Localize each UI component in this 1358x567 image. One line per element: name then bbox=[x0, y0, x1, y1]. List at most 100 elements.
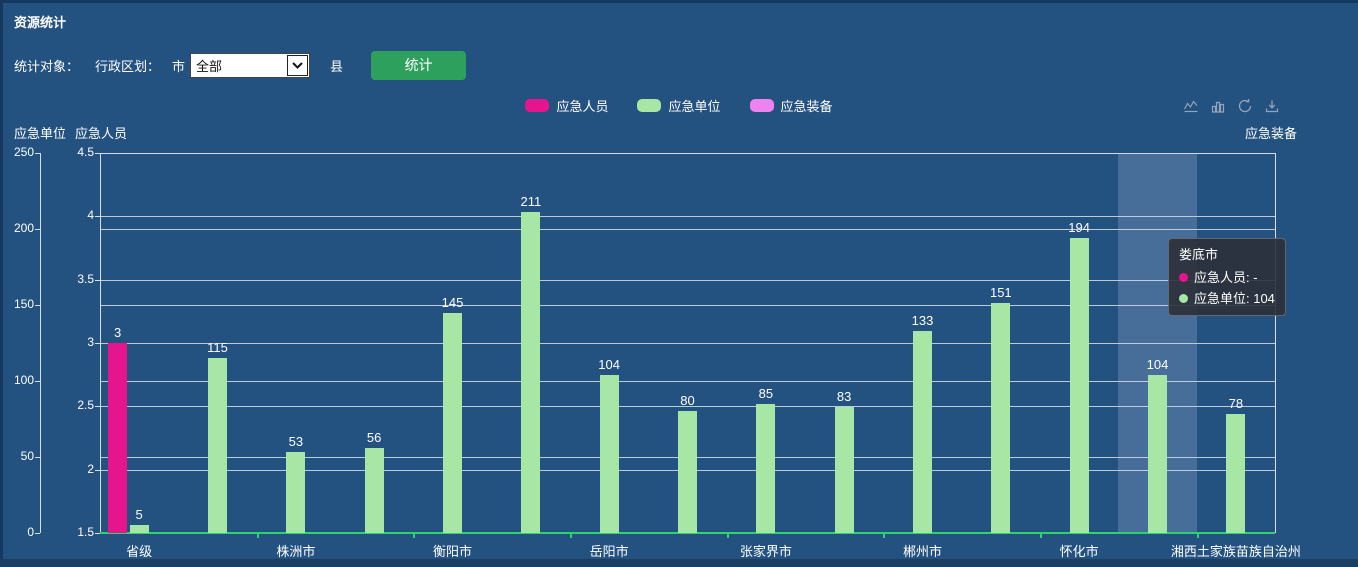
statistics-button[interactable]: 统计 bbox=[371, 50, 467, 80]
bar-value-label: 104 bbox=[1146, 356, 1169, 372]
bar-emergency-unit[interactable] bbox=[129, 525, 149, 533]
bar-emergency-unit[interactable] bbox=[286, 452, 306, 533]
tooltip-row-text: 应急单位: 104 bbox=[1194, 291, 1275, 306]
y-axis-tick-unit bbox=[35, 533, 40, 534]
line-chart-icon[interactable] bbox=[1183, 98, 1199, 114]
bar-value-label: 145 bbox=[441, 294, 464, 310]
bar-chart-icon[interactable] bbox=[1210, 98, 1226, 114]
tooltip-series-dot-icon bbox=[1179, 273, 1188, 282]
x-axis-category-label: 怀化市 bbox=[1059, 544, 1099, 559]
tooltip-row: 应急人员: - bbox=[1179, 267, 1275, 288]
bar-value-label: 83 bbox=[836, 388, 852, 404]
panel-left-border bbox=[0, 0, 3, 567]
tooltip-row: 应急单位: 104 bbox=[1179, 288, 1275, 309]
bar-emergency-unit[interactable] bbox=[1069, 238, 1089, 533]
x-axis-category-label: 岳阳市 bbox=[589, 544, 629, 559]
x-axis-category-label: 郴州市 bbox=[902, 544, 943, 559]
x-axis-category-label: 株洲市 bbox=[276, 544, 316, 559]
y-axis-tick-unit bbox=[35, 229, 40, 230]
y-axis-tick-unit bbox=[35, 457, 40, 458]
legend-swatch-unit bbox=[637, 99, 662, 112]
bar-emergency-unit[interactable] bbox=[521, 212, 541, 533]
bar-emergency-unit[interactable] bbox=[834, 406, 854, 533]
x-axis-line bbox=[100, 532, 1275, 534]
bar-emergency-unit[interactable] bbox=[208, 358, 227, 533]
panel-top-border bbox=[0, 0, 1358, 3]
y-axis-tick-unit bbox=[35, 153, 40, 154]
bar-emergency-unit[interactable] bbox=[364, 447, 384, 533]
y-axis-tick-person bbox=[95, 343, 100, 344]
bar-emergency-unit[interactable] bbox=[443, 312, 462, 533]
legend-label: 应急装备 bbox=[780, 99, 833, 114]
x-axis-category-label: 张家界市 bbox=[739, 544, 792, 559]
chart-legend: 应急人员 应急单位 应急装备 bbox=[0, 96, 1358, 115]
y-axis-tick-person bbox=[95, 216, 100, 218]
bar-value-label: 194 bbox=[1068, 220, 1091, 236]
y-axis-tick-label-unit: 150 bbox=[13, 297, 34, 311]
y-axis-tick-person bbox=[95, 279, 100, 281]
y-axis-tick-unit bbox=[35, 305, 40, 306]
gridline-person bbox=[100, 216, 1275, 218]
bar-value-label: 78 bbox=[1228, 396, 1244, 412]
refresh-icon[interactable] bbox=[1237, 98, 1253, 114]
y-axis-tick-person bbox=[95, 406, 100, 408]
x-axis-tick bbox=[1040, 533, 1042, 538]
gridline-unit bbox=[100, 381, 1275, 382]
chevron-down-icon[interactable] bbox=[287, 54, 309, 76]
bar-value-label: 53 bbox=[288, 434, 304, 450]
y-axis-name-person: 应急人员 bbox=[75, 126, 128, 141]
bar-emergency-person[interactable] bbox=[108, 343, 128, 533]
x-axis-tick bbox=[1196, 533, 1199, 538]
bar-value-label: 85 bbox=[758, 385, 774, 401]
y-axis-tick-label-unit: 200 bbox=[13, 221, 34, 235]
y-axis-tick-person bbox=[95, 533, 100, 534]
chart-toolbox bbox=[1183, 98, 1280, 114]
admin-division-label: 行政区划： bbox=[95, 58, 161, 74]
y-axis-tick-unit bbox=[35, 381, 40, 382]
controls-row: 统计对象： 行政区划： 市 全部 县 统计 bbox=[14, 50, 467, 80]
legend-label: 应急人员 bbox=[556, 99, 609, 114]
bar-emergency-unit[interactable] bbox=[991, 303, 1011, 533]
gridline-person bbox=[100, 343, 1275, 344]
legend-item-emergency-equip[interactable]: 应急装备 bbox=[749, 96, 833, 115]
y-axis-tick-label-unit: 50 bbox=[20, 449, 34, 463]
y-axis-tick-label-person: 3 bbox=[87, 335, 94, 349]
y-axis-tick-person bbox=[95, 469, 100, 471]
stat-object-label: 统计对象： bbox=[14, 58, 80, 74]
panel-bottom-border bbox=[0, 559, 1358, 567]
y-axis-tick-label-person: 3.5 bbox=[77, 271, 94, 286]
bar-value-label: 211 bbox=[520, 194, 542, 210]
gridline-person bbox=[100, 406, 1275, 408]
y-axis-tick-label-person: 4 bbox=[87, 208, 94, 223]
bar-value-label: 133 bbox=[911, 312, 934, 328]
bar-value-label: 151 bbox=[989, 285, 1012, 301]
bar-emergency-unit[interactable] bbox=[599, 374, 619, 533]
y-axis-name-equip: 应急装备 bbox=[1244, 126, 1297, 141]
bar-emergency-unit[interactable] bbox=[913, 330, 932, 533]
gridline-unit bbox=[100, 305, 1275, 306]
download-icon[interactable] bbox=[1264, 98, 1280, 114]
legend-item-emergency-person[interactable]: 应急人员 bbox=[525, 96, 608, 115]
y-axis-tick-label-person: 1.5 bbox=[77, 525, 94, 539]
legend-item-emergency-unit[interactable]: 应急单位 bbox=[637, 96, 721, 115]
gridline-unit bbox=[100, 229, 1275, 230]
bar-emergency-unit[interactable] bbox=[756, 403, 776, 533]
bar-value-label: 3 bbox=[114, 325, 122, 340]
city-select[interactable]: 全部 bbox=[190, 52, 311, 78]
y-axis-tick-label-person: 2 bbox=[87, 461, 94, 476]
legend-swatch-person bbox=[525, 99, 550, 112]
x-axis-tick bbox=[726, 533, 729, 538]
bar-value-label: 5 bbox=[135, 507, 143, 523]
bar-emergency-unit[interactable] bbox=[1226, 414, 1246, 533]
city-label: 市 bbox=[172, 58, 186, 74]
y-axis-tick-person bbox=[95, 153, 100, 154]
x-axis-tick bbox=[413, 533, 416, 538]
x-axis-tick bbox=[883, 533, 886, 538]
bar-emergency-unit[interactable] bbox=[1148, 374, 1167, 533]
y-axis-tick-label-person: 2.5 bbox=[77, 398, 94, 413]
y-axis-tick-label-unit: 0 bbox=[27, 525, 34, 539]
bar-emergency-unit[interactable] bbox=[678, 411, 697, 533]
y-axis-name-unit: 应急单位 bbox=[14, 126, 67, 141]
